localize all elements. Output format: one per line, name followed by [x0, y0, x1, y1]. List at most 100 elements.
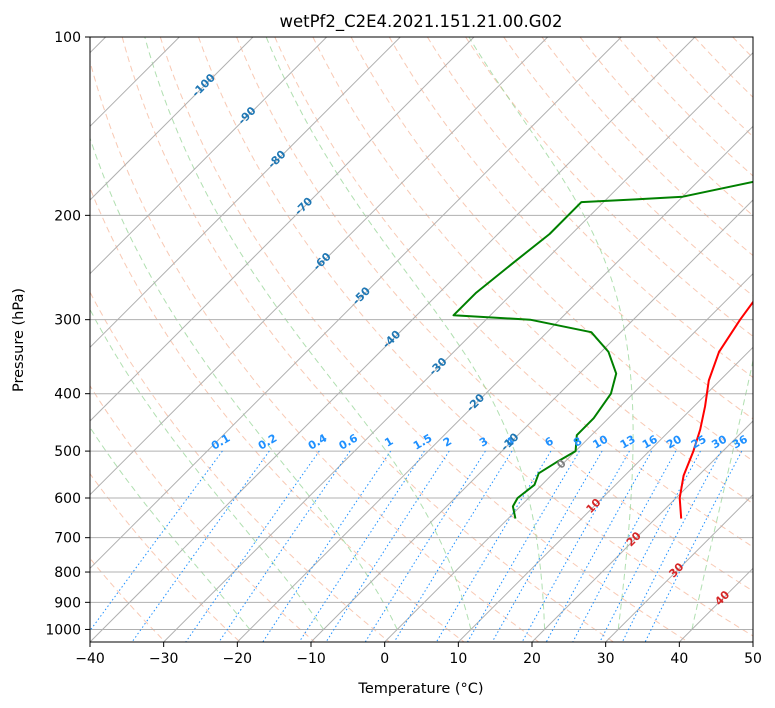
- x-tick-label: −20: [223, 651, 253, 667]
- isotherm-label: 10: [584, 496, 604, 516]
- isotherm-line: [605, 493, 753, 642]
- dry-adiabat-line: [694, 37, 753, 98]
- mixing-ratio-line: [131, 450, 270, 642]
- dewpoint-profile-line: [452, 180, 753, 519]
- dry-adiabat-line: [426, 37, 753, 379]
- y-tick-label: 300: [54, 313, 81, 329]
- mixing-ratio-line: [185, 450, 320, 642]
- dry-adiabat-line: [90, 291, 390, 642]
- mixing-ratio-line: [572, 450, 677, 642]
- dry-adiabat-line: [236, 37, 753, 592]
- mixing-ratio-label: 0.4: [306, 431, 330, 452]
- moist-adiabat-line: [90, 136, 398, 630]
- dry-adiabat-line: [388, 37, 753, 420]
- y-tick-label: 400: [54, 387, 81, 403]
- chart-title: wetPf2_C2E4.2021.151.21.00.G02: [279, 12, 562, 32]
- isotherm-label: -70: [292, 194, 315, 217]
- y-tick-label: 600: [54, 491, 81, 507]
- plot-frame: [89, 36, 754, 643]
- isotherm-line: [310, 199, 753, 642]
- mixing-ratio-label: 8: [571, 435, 584, 450]
- isotherm-label: 40: [712, 588, 732, 608]
- mixing-ratio-line: [491, 450, 603, 642]
- mixing-ratio-label: 20: [664, 432, 684, 451]
- mixing-ratio-line: [521, 450, 630, 642]
- mixing-ratio-line: [325, 450, 450, 642]
- isotherm-line: [90, 37, 622, 570]
- isotherm-line: [90, 37, 254, 201]
- isotherm-line: [163, 51, 753, 642]
- dry-adiabat-line: [90, 59, 540, 642]
- mixing-ratio-label: 1.5: [411, 432, 434, 453]
- x-axis-label: Temperature (°C): [357, 681, 483, 697]
- mixing-ratio-line: [298, 450, 425, 642]
- moist-adiabat-line: [468, 37, 634, 630]
- x-tick-label: 20: [523, 651, 541, 667]
- mixing-ratio-label: 1: [382, 435, 395, 450]
- y-axis-label: Pressure (hPa): [11, 288, 27, 392]
- dry-adiabat-line: [503, 37, 753, 297]
- x-tick-label: −40: [75, 651, 105, 667]
- isotherm-line: [90, 37, 696, 642]
- mixing-ratio-line: [393, 450, 513, 642]
- isotherm-line: [752, 641, 753, 642]
- y-tick-label: 200: [54, 208, 81, 224]
- isotherm-label: -20: [464, 391, 487, 414]
- y-tick-label: 800: [54, 565, 81, 581]
- mixing-ratio-line: [644, 450, 743, 642]
- dry-adiabat-line: [274, 37, 753, 548]
- moist-adiabat-line: [691, 358, 753, 630]
- isotherm-label: -90: [235, 104, 258, 127]
- isotherm-label: -10: [498, 430, 521, 453]
- isotherm-line: [384, 272, 753, 642]
- moist-adiabat-line: [90, 308, 325, 630]
- dry-adiabat-line: [541, 37, 753, 257]
- moist-adiabat-line: [265, 37, 546, 630]
- mixing-ratio-label: 25: [689, 433, 709, 452]
- mixing-ratio-line: [218, 450, 351, 642]
- mixing-ratio-line: [262, 450, 392, 642]
- mixing-ratio-label: 3: [477, 435, 490, 450]
- isotherm-line: [457, 346, 753, 642]
- isotherm-line: [90, 37, 475, 422]
- dry-adiabat-line: [732, 37, 753, 59]
- dry-adiabat-line: [656, 37, 753, 138]
- dry-adiabat-line: [159, 37, 689, 642]
- mixing-ratio-label: 10: [590, 432, 610, 451]
- dry-adiabat-line: [90, 472, 241, 642]
- y-tick-label: 1000: [45, 622, 81, 638]
- temperature-profile-line: [678, 300, 753, 519]
- isotherm-line: [236, 125, 753, 642]
- isotherm-label: 30: [666, 560, 686, 580]
- x-tick-label: −10: [296, 651, 326, 667]
- dry-adiabat-line: [350, 37, 753, 462]
- isotherm-line: [90, 37, 401, 349]
- x-tick-label: −30: [149, 651, 179, 667]
- dry-adiabat-line: [90, 186, 465, 642]
- y-tick-label: 700: [54, 531, 81, 547]
- mixing-ratio-line: [90, 450, 223, 632]
- mixing-ratio-label: 0.2: [256, 432, 279, 453]
- dry-adiabat-line: [90, 557, 166, 642]
- mixing-ratio-line: [545, 450, 653, 642]
- mixing-ratio-label: 2: [441, 435, 454, 450]
- y-tick-label: 500: [54, 444, 81, 460]
- moist-adiabat-line: [144, 37, 472, 630]
- y-tick-label: 100: [54, 30, 81, 46]
- x-tick-label: 50: [744, 651, 762, 667]
- x-tick-label: 30: [597, 651, 615, 667]
- isotherm-line: [90, 37, 328, 275]
- x-tick-label: 40: [670, 651, 688, 667]
- dry-adiabat-line: [771, 37, 775, 642]
- dry-adiabat-line: [90, 384, 316, 642]
- mixing-ratio-label: 13: [618, 433, 638, 452]
- mixing-ratio-label: 6: [543, 434, 556, 449]
- isotherm-line: [531, 420, 753, 642]
- mixing-ratio-label: 0.1: [209, 432, 232, 453]
- isotherm-label: -80: [265, 148, 288, 171]
- isotherm-label: -60: [311, 250, 334, 273]
- x-tick-label: 10: [449, 651, 467, 667]
- moist-adiabat-line: [90, 426, 251, 630]
- mixing-ratio-line: [621, 450, 722, 642]
- mixing-ratio-line: [364, 450, 486, 642]
